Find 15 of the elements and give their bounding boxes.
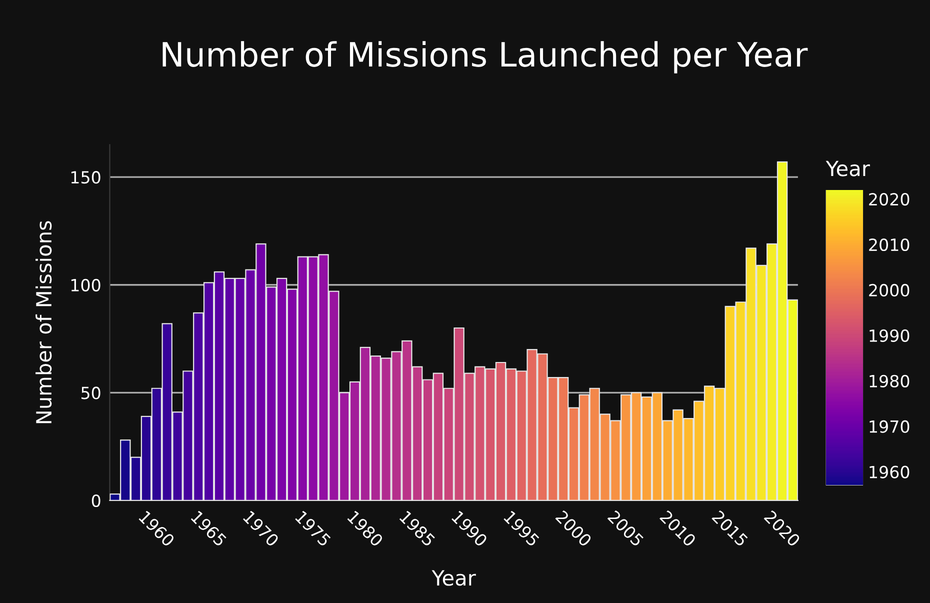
y-axis-title: Number of Missions — [36, 221, 52, 424]
color-bar-label: 1960 — [870, 466, 910, 478]
color-bar-label: 2000 — [869, 284, 910, 297]
y-tick-label: 0 — [92, 494, 100, 508]
color-bar-label: 1990 — [870, 329, 910, 342]
chart-title: Number of Missions Launched per Year — [162, 41, 808, 74]
y-tick-label: 100 — [71, 278, 100, 292]
color-bar-label: 1980 — [870, 374, 910, 388]
y-tick-label: 150 — [71, 171, 100, 184]
y-tick-label: 50 — [81, 386, 100, 400]
color-bar-label: 2010 — [869, 238, 910, 252]
x-axis-title: Year — [432, 570, 476, 586]
color-bar-title: Year — [826, 160, 870, 176]
color-bar-label: 2020 — [869, 193, 910, 206]
color-bar-label: 1970 — [870, 420, 910, 433]
